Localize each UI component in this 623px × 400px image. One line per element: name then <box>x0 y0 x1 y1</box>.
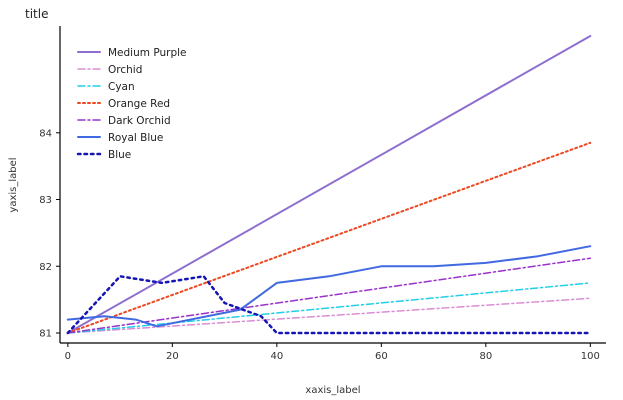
legend-label-orchid: Orchid <box>108 64 142 76</box>
series-line-orange-red <box>66 141 592 334</box>
x-tick-label: 80 <box>479 351 492 362</box>
series-line-royal-blue <box>66 245 592 328</box>
y-axis-title: yaxis_label <box>8 157 19 212</box>
x-tick-label: 60 <box>375 351 388 362</box>
legend-label-royal-blue: Royal Blue <box>108 132 163 144</box>
legend-label-blue: Blue <box>108 149 131 161</box>
legend-label-orange-red: Orange Red <box>108 98 170 110</box>
y-tick-label: 81 <box>39 328 52 339</box>
x-tick-label: 20 <box>166 351 179 362</box>
y-tick-label: 84 <box>39 128 52 139</box>
y-tick-label: 83 <box>39 195 52 206</box>
x-tick-label: 0 <box>65 351 71 362</box>
x-tick-label: 100 <box>581 351 600 362</box>
series-layer <box>66 35 592 335</box>
chart-title: title <box>25 7 48 21</box>
series-line-medium-purple <box>66 35 592 334</box>
x-ticks: 0 20 40 60 80 100 <box>65 343 600 362</box>
x-axis-title: xaxis_label <box>305 385 360 396</box>
legend-label-dark-orchid: Dark Orchid <box>108 115 171 127</box>
x-tick-label: 40 <box>270 351 283 362</box>
y-tick-label: 82 <box>39 262 52 273</box>
series-line-dark-orchid <box>67 257 592 334</box>
plot-area: 0 20 40 60 80 100 81 82 83 84 <box>39 26 606 362</box>
series-line-blue <box>66 275 592 335</box>
legend: Medium Purple Orchid Cyan Orange Red Dark Or… <box>76 47 186 161</box>
series-line-cyan <box>67 282 592 334</box>
legend-label-cyan: Cyan <box>108 81 135 93</box>
legend-label-medium-purple: Medium Purple <box>108 47 186 59</box>
series-line-orchid <box>67 297 592 334</box>
y-ticks: 81 82 83 84 <box>39 128 60 339</box>
